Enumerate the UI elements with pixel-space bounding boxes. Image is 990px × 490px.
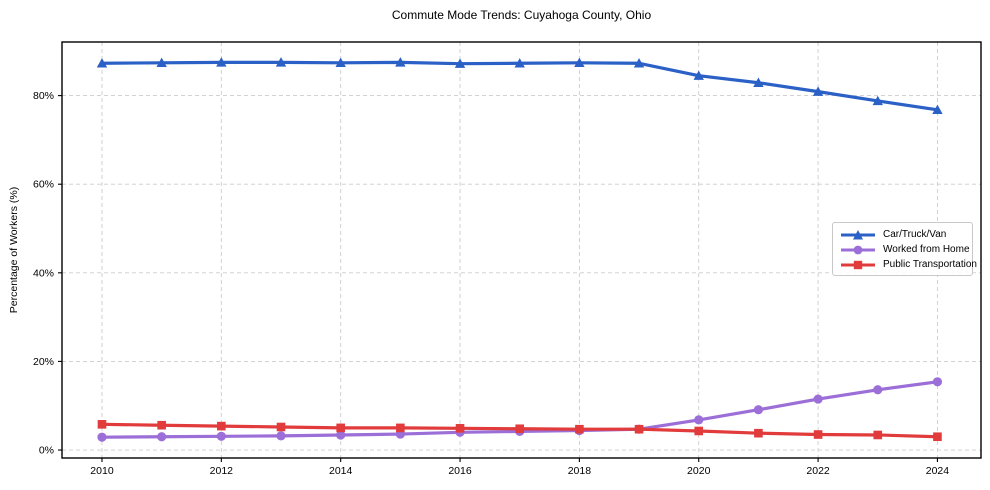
marker-car-truck-van xyxy=(812,86,824,96)
marker-worked-from-home xyxy=(216,431,226,441)
marker-car-truck-van xyxy=(753,77,764,87)
legend-label: Public Transportation xyxy=(883,259,977,270)
square-marker-icon xyxy=(841,260,875,269)
x-tick-label: 2012 xyxy=(210,465,234,477)
y-tick-label: 0% xyxy=(39,445,54,457)
marker-public-transportation xyxy=(396,423,405,433)
marker-public-transportation xyxy=(694,426,704,436)
triangle-marker-icon xyxy=(841,229,875,239)
marker-car-truck-van xyxy=(156,57,167,68)
marker-car-truck-van xyxy=(693,70,704,80)
series-line-car-truck-van xyxy=(100,60,940,112)
y-tick-label: 80% xyxy=(33,90,54,102)
marker-car-truck-van xyxy=(275,57,287,67)
legend-item-car-truck-van: Car/Truck/Van xyxy=(840,227,966,242)
marker-car-truck-van xyxy=(932,104,943,114)
x-tick-label: 2016 xyxy=(448,465,472,477)
marker-worked-from-home xyxy=(753,405,764,415)
x-tick-label: 2014 xyxy=(329,465,353,477)
x-tick-label: 2024 xyxy=(926,465,950,477)
marker-car-truck-van xyxy=(872,95,883,106)
marker-public-transportation xyxy=(276,422,286,432)
marker-public-transportation xyxy=(873,430,883,440)
marker-public-transportation xyxy=(515,424,525,434)
marker-public-transportation xyxy=(455,424,465,433)
x-tick-label: 2010 xyxy=(90,465,114,477)
marker-public-transportation xyxy=(575,424,584,434)
marker-car-truck-van xyxy=(395,57,406,67)
chart-title: Commute Mode Trends: Cuyahoga County, Oh… xyxy=(391,8,652,22)
legend-label: Worked from Home xyxy=(883,244,970,255)
marker-car-truck-van xyxy=(216,57,227,67)
marker-worked-from-home xyxy=(694,415,704,425)
marker-public-transportation xyxy=(813,430,823,439)
marker-worked-from-home xyxy=(813,394,823,404)
y-tick-label: 20% xyxy=(33,356,54,368)
x-tick-label: 2022 xyxy=(806,465,830,477)
y-tick-label: 60% xyxy=(33,179,54,191)
marker-car-truck-van xyxy=(335,57,346,68)
marker-car-truck-van xyxy=(514,58,525,68)
legend-item-public-transportation: Public Transportation xyxy=(840,257,977,272)
marker-public-transportation xyxy=(634,424,644,434)
legend-item-worked-from-home: Worked from Home xyxy=(840,242,970,257)
marker-public-transportation xyxy=(217,421,226,431)
plot-border xyxy=(61,41,982,459)
marker-worked-from-home xyxy=(873,385,883,395)
marker-worked-from-home xyxy=(97,432,107,442)
marker-worked-from-home xyxy=(336,430,346,440)
marker-public-transportation xyxy=(754,428,763,438)
marker-public-transportation xyxy=(157,420,166,430)
x-tick-label: 2018 xyxy=(568,465,592,477)
legend: Car/Truck/Van Worked from Home Public Tran… xyxy=(832,222,977,276)
marker-public-transportation xyxy=(933,432,942,442)
marker-worked-from-home xyxy=(932,377,943,387)
x-tick-label: 2020 xyxy=(687,465,711,477)
marker-car-truck-van xyxy=(633,58,645,68)
marker-car-truck-van xyxy=(574,57,585,68)
marker-worked-from-home xyxy=(157,432,167,442)
marker-worked-from-home xyxy=(276,431,286,441)
marker-car-truck-van xyxy=(454,58,466,68)
marker-car-truck-van xyxy=(96,58,108,68)
circle-marker-icon xyxy=(841,245,875,254)
y-tick-label: 40% xyxy=(33,267,54,279)
marker-public-transportation xyxy=(97,420,107,429)
marker-public-transportation xyxy=(336,423,345,433)
legend-label: Car/Truck/Van xyxy=(883,229,947,240)
